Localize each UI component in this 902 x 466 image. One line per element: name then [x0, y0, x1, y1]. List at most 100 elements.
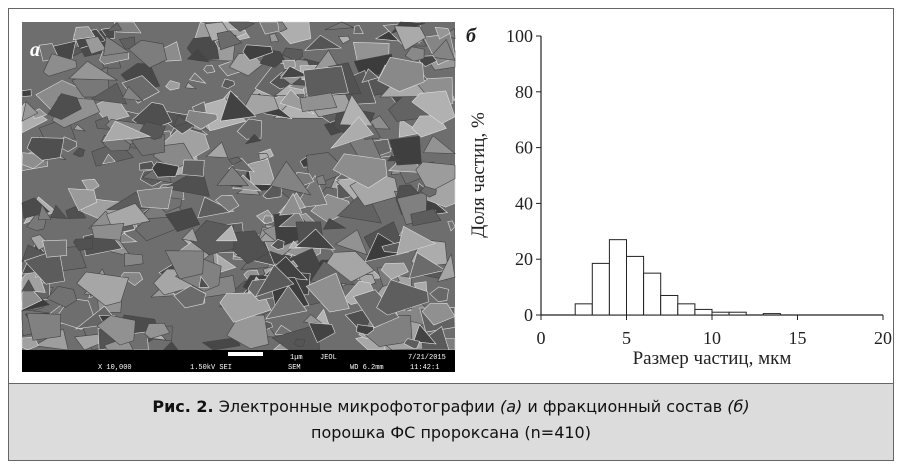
- bar: [626, 255, 645, 316]
- sem-grain: [408, 252, 446, 279]
- sem-grain: [26, 137, 65, 161]
- sem-grain: [106, 203, 151, 230]
- sem-grain: [84, 36, 107, 55]
- y-tick-label: 40: [515, 193, 533, 213]
- y-tick-label: 100: [506, 26, 533, 46]
- sem-grain: [215, 225, 238, 242]
- sem-grain: [165, 80, 180, 91]
- sem-grain: [173, 285, 207, 309]
- sem-grain: [76, 271, 129, 307]
- sem-grain: [121, 75, 160, 104]
- sem-grain: [121, 86, 144, 102]
- caption-ref: (а): [500, 397, 522, 416]
- bar: [677, 303, 696, 316]
- sem-grain: [353, 25, 364, 34]
- date: 7/21/2015: [408, 354, 446, 362]
- sem-grain: [436, 253, 456, 283]
- bar: [591, 262, 610, 316]
- sem-grain: [389, 135, 422, 166]
- sem-grain: [257, 232, 277, 243]
- y-axis-label: Доля частиц, %: [468, 112, 489, 238]
- y-tick-label: 60: [515, 138, 533, 158]
- bar: [608, 239, 628, 316]
- sem-grain: [393, 25, 427, 51]
- bar: [711, 311, 730, 316]
- sem-grain: [293, 338, 306, 348]
- panel-label-b: б: [466, 25, 477, 47]
- sem-grain: [184, 81, 197, 90]
- sem-grain: [429, 38, 456, 61]
- sem-grain: [356, 324, 374, 336]
- sem-grain: [136, 186, 173, 210]
- brand: JEOL: [320, 354, 337, 362]
- sem-grain: [270, 239, 285, 250]
- sem-grain: [262, 184, 282, 200]
- sem-grain: [216, 30, 243, 51]
- wd: WD 6.2mm: [350, 364, 384, 372]
- bar: [762, 313, 781, 316]
- sem-grain: [273, 212, 317, 249]
- sem-grain: [151, 161, 180, 178]
- sem-grain: [422, 135, 456, 155]
- sem-grain: [73, 238, 94, 251]
- bar: [728, 311, 747, 316]
- sem-grain: [410, 208, 442, 227]
- sem-grain: [227, 156, 242, 166]
- sem-grain: [216, 165, 249, 186]
- sem-grain: [120, 272, 144, 286]
- mode: SEM: [288, 364, 301, 372]
- bar: [660, 294, 679, 316]
- sem-image: [21, 21, 456, 372]
- sem-grain: [102, 153, 116, 165]
- sem-grain: [185, 110, 218, 130]
- sem-grain: [21, 279, 36, 292]
- sem-grain: [380, 262, 409, 280]
- sem-grain: [304, 34, 343, 51]
- sem-grain: [90, 222, 125, 241]
- sem-grain: [96, 315, 136, 346]
- sem-grain: [67, 188, 98, 211]
- scale-text: 1μm: [290, 354, 303, 362]
- sem-grain: [103, 35, 130, 57]
- sem-grain: [236, 118, 263, 140]
- sem-grain: [308, 322, 336, 344]
- sem-grain: [299, 92, 338, 112]
- bar: [643, 272, 662, 316]
- sem-grain: [73, 123, 87, 132]
- panel-label-a: а: [30, 39, 40, 61]
- sem-grain: [189, 72, 207, 84]
- sem-grain: [90, 82, 128, 105]
- sem-grain: [244, 133, 262, 145]
- sem-grain: [377, 56, 425, 92]
- scale-bar: [228, 352, 263, 356]
- sem-grain: [421, 303, 456, 326]
- info-bar: [22, 350, 455, 372]
- sem-grain: [118, 36, 136, 50]
- sem-grain: [181, 227, 199, 243]
- sem-grain: [429, 286, 449, 303]
- sem-grain: [279, 65, 311, 79]
- x-tick-label: 20: [874, 328, 892, 348]
- time: 11:42:1: [410, 364, 439, 372]
- sem-grain: [203, 64, 216, 74]
- y-tick-label: 20: [515, 249, 533, 269]
- sem-grain: [37, 204, 52, 221]
- sem-grain: [26, 312, 61, 341]
- sem-grain: [398, 118, 423, 138]
- sem-grain: [403, 338, 421, 350]
- sem-grain: [396, 225, 437, 256]
- sem-grain: [247, 158, 277, 186]
- sem-grain: [42, 53, 78, 77]
- sem-grain: [259, 21, 280, 35]
- y-tick-label: 80: [515, 82, 533, 102]
- sem-grain: [72, 147, 85, 158]
- sem-grain: [376, 279, 429, 316]
- sem-grain: [302, 65, 349, 97]
- voltage: 1.50kV SEI: [190, 364, 232, 372]
- x-tick-label: 0: [537, 328, 546, 348]
- sem-grain: [106, 22, 123, 32]
- sem-grain: [305, 272, 350, 313]
- sem-grain: [413, 323, 437, 345]
- sem-grain: [324, 21, 355, 31]
